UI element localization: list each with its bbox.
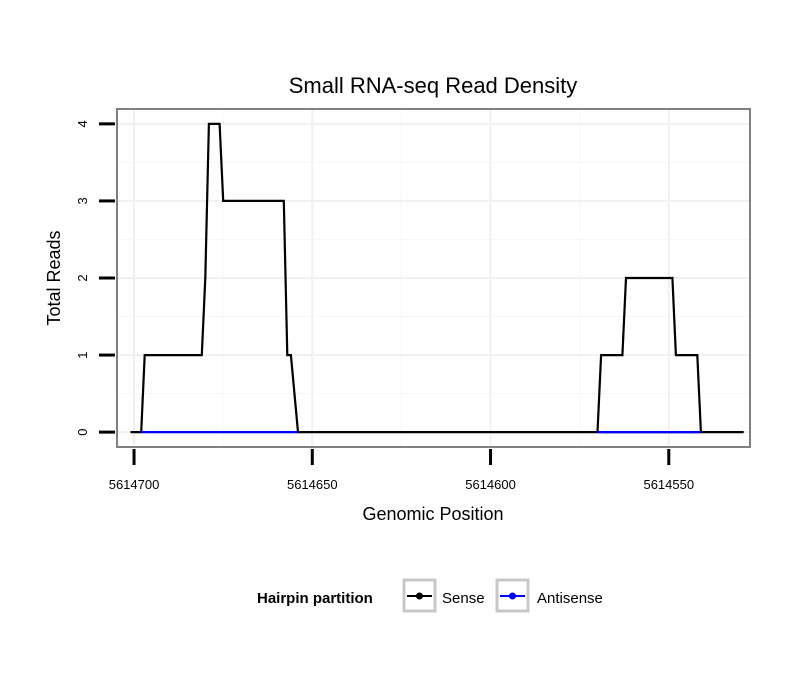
x-axis-label: Genomic Position — [362, 504, 503, 524]
legend-title: Hairpin partition — [257, 590, 373, 607]
legend: Hairpin partition Sense Antisense — [257, 578, 603, 613]
x-tick-label: 5614600 — [465, 477, 516, 492]
series-line-0 — [130, 122, 744, 434]
x-tick-label: 5614550 — [643, 477, 694, 492]
y-tick-label: 4 — [75, 120, 90, 127]
legend-item-antisense: Antisense — [495, 578, 603, 613]
x-tick-label: 5614700 — [109, 477, 160, 492]
y-tick-label: 2 — [75, 274, 90, 281]
legend-label-sense: Sense — [442, 590, 485, 607]
y-tick-label: 0 — [75, 428, 90, 435]
legend-point-sense — [416, 592, 423, 600]
y-tick-label: 1 — [75, 351, 90, 358]
legend-label-antisense: Antisense — [537, 590, 603, 607]
plot-panel-border — [116, 108, 751, 448]
series-layer — [130, 122, 744, 434]
legend-point-antisense — [509, 592, 516, 600]
legend-item-sense: Sense — [402, 578, 485, 613]
y-tick-label: 3 — [75, 197, 90, 204]
series-line-1 — [596, 276, 702, 433]
tick-layer: 5614700 5614650 5614600 5614550 0 1 2 3 4 — [75, 120, 694, 492]
x-tick-label: 5614650 — [287, 477, 338, 492]
y-axis-label: Total Reads — [44, 230, 64, 325]
chart-title: Small RNA-seq Read Density — [289, 73, 578, 98]
